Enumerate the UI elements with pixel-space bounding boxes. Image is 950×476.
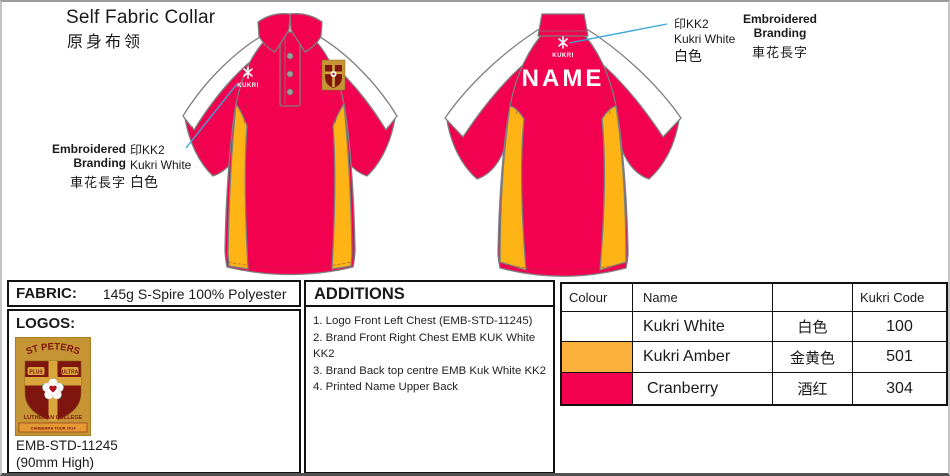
back-body-panel (497, 29, 629, 277)
back-print-code: 印KK2 (674, 17, 709, 31)
back-thread-color-zh: 白色 (674, 48, 702, 64)
front-collar-right-flap (289, 13, 323, 53)
printed-name-text: NAME (522, 65, 605, 92)
logo-code: EMB-STD-11245 (16, 438, 118, 453)
back-branding-annotation: Embroidered Branding 車花長字 (735, 12, 825, 61)
colour-name: Kukri Amber (633, 342, 773, 373)
polo-back-view: KUKRI NAME (444, 13, 682, 277)
front-thread-color-zh: 白色 (130, 174, 158, 190)
colour-name-zh: 白色 (773, 312, 853, 342)
colour-table-header-name: Name (633, 284, 773, 312)
logos-label: LOGOS: (16, 315, 76, 332)
addition-item: 4. Printed Name Upper Back (313, 381, 458, 393)
collar-label-zh: 原身布领 (67, 34, 144, 51)
addition-item: 2. Brand Front Right Chest EMB KUK White… (313, 331, 536, 361)
kukri-code: 100 (853, 312, 946, 342)
back-left-amber-panel (499, 105, 527, 271)
colour-table-header-code: Kukri Code (853, 284, 946, 312)
st-peters-crest (321, 59, 346, 91)
front-buttons (286, 52, 294, 96)
kukri-logo-icon: KUKRI (552, 36, 574, 59)
back-thread-color: Kukri White (674, 32, 736, 46)
kukri-code: 501 (853, 342, 946, 373)
polo-front-view: KUKRI (182, 13, 398, 276)
back-branding-label-zh: 車花長字 (751, 45, 808, 61)
colour-table: Colour Name Kukri Code Kukri White 白色 10… (560, 282, 948, 406)
kukri-brand-text-front: KUKRI (237, 83, 259, 89)
fabric-value: 145g S-Spire 100% Polyester (102, 285, 287, 302)
swatch-cranberry (562, 373, 633, 404)
front-branding-label-zh: 車花長字 (69, 175, 126, 191)
addition-item: 3. Brand Back top centre EMB Kuk White K… (313, 364, 546, 377)
front-print-code: 印KK2 (130, 143, 165, 157)
colour-table-header-colour: Colour (562, 284, 633, 312)
front-branding-spec: 印KK2 Kukri White 白色 (130, 143, 191, 192)
front-branding-label: Embroidered Branding (51, 142, 126, 171)
badge-college-text: LUTHERAN COLLEGE (24, 415, 83, 421)
badge-motto-right: ULTRA (62, 370, 79, 376)
colour-name-zh: 酒红 (773, 373, 853, 404)
additions-title: ADDITIONS (306, 282, 553, 307)
colour-name: Cranberry (633, 373, 773, 404)
luther-rose-icon (42, 378, 64, 400)
colour-name-zh: 金黄色 (773, 342, 853, 373)
front-branding-annotation: Embroidered Branding 車花長字 (32, 142, 126, 191)
colour-name: Kukri White (633, 312, 773, 342)
back-branding-spec: 印KK2 Kukri White 白色 (674, 17, 735, 66)
kukri-brand-text-back: KUKRI (552, 53, 574, 59)
logos-box: LOGOS: ST PETERS PLUS ULTRA (7, 309, 301, 473)
swatch-kukri-white (562, 312, 633, 342)
colour-table-header-chinese (773, 284, 853, 312)
fabric-label: FABRIC: (16, 285, 77, 302)
badge-ribbon-text: CANBERRA TOUR 2014 (30, 426, 76, 431)
swatch-kukri-amber (562, 342, 633, 373)
back-branding-label: Embroidered Branding (742, 12, 817, 41)
badge-motto-left: PLUS (29, 370, 43, 376)
front-thread-color: Kukri White (130, 158, 192, 172)
kukri-code: 304 (886, 379, 913, 397)
addition-item: 1. Logo Front Left Chest (EMB-STD-11245) (313, 315, 533, 327)
kukri-logo-icon: KUKRI (237, 66, 259, 89)
st-peters-badge: ST PETERS PLUS ULTRA LUTHE (15, 337, 91, 436)
collar-label-en: Self Fabric Collar (66, 7, 216, 28)
fabric-box: FABRIC: 145g S-Spire 100% Polyester (7, 280, 301, 307)
front-collar-left-flap (257, 13, 291, 53)
back-right-amber-panel (599, 105, 627, 271)
additions-box: ADDITIONS 1. Logo Front Left Chest (EMB-… (304, 280, 555, 473)
front-right-amber-panel (331, 103, 353, 270)
logo-height-note: (90mm High) (16, 455, 95, 470)
